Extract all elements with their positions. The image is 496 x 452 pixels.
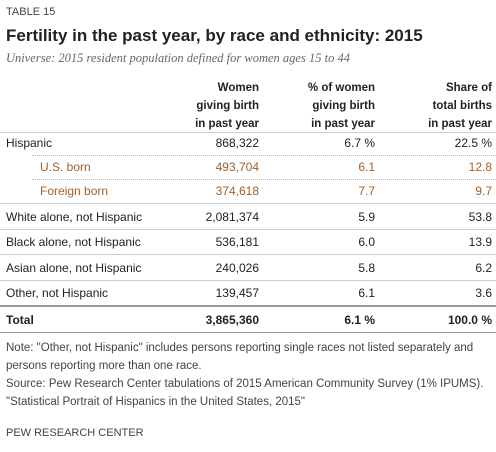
- note: Note: "Other, not Hispanic" includes per…: [6, 342, 474, 372]
- cell-value: 7.7: [358, 184, 375, 198]
- row-divider: [32, 155, 496, 156]
- org: PEW RESEARCH CENTER: [6, 427, 144, 439]
- column-header: giving birth: [196, 100, 259, 112]
- cell-value: 6.7 %: [344, 136, 375, 150]
- row-label: Foreign born: [40, 184, 109, 198]
- row-divider: [0, 332, 496, 333]
- report: "Statistical Portrait of Hispanics in th…: [6, 396, 306, 408]
- row-divider: [0, 305, 496, 307]
- cell-value: 13.9: [468, 235, 492, 249]
- cell-value: 12.8: [468, 160, 492, 174]
- header-rule: [0, 132, 496, 133]
- cell-value: 100.0 %: [447, 313, 492, 327]
- cell-value: 6.1: [358, 160, 375, 174]
- cell-value: 3.6: [475, 286, 492, 300]
- row-label: White alone, not Hispanic: [6, 210, 143, 224]
- cell-value: 240,026: [215, 261, 259, 275]
- column-header: % of women: [307, 82, 375, 94]
- column-header: total births: [432, 100, 492, 112]
- row-label: Asian alone, not Hispanic: [6, 261, 142, 275]
- row-label: Total: [6, 313, 34, 327]
- row-divider: [0, 229, 496, 230]
- cell-value: 536,181: [215, 235, 259, 249]
- table-label: TABLE 15: [6, 6, 56, 18]
- row-label: Black alone, not Hispanic: [6, 235, 141, 249]
- cell-value: 3,865,360: [205, 313, 259, 327]
- column-header: in past year: [311, 118, 375, 130]
- column-header: Women: [217, 82, 259, 94]
- column-header: giving birth: [312, 100, 375, 112]
- cell-value: 6.1 %: [344, 313, 375, 327]
- cell-value: 22.5 %: [454, 136, 492, 150]
- cell-value: 6.0: [358, 235, 375, 249]
- row-divider: [0, 254, 496, 255]
- row-divider: [0, 280, 496, 281]
- cell-value: 493,704: [215, 160, 259, 174]
- cell-value: 374,618: [215, 184, 259, 198]
- cell-value: 6.1: [358, 286, 375, 300]
- row-divider: [0, 203, 496, 204]
- row-label: U.S. born: [40, 160, 91, 174]
- cell-value: 139,457: [215, 286, 259, 300]
- row-divider: [32, 179, 496, 180]
- cell-value: 5.8: [358, 261, 375, 275]
- cell-value: 53.8: [468, 210, 492, 224]
- cell-value: 5.9: [358, 210, 375, 224]
- title: Fertility in the past year, by race and …: [6, 26, 423, 45]
- source: Source: Pew Research Center tabulations …: [6, 378, 484, 390]
- row-label: Hispanic: [6, 136, 53, 150]
- column-header: Share of: [445, 82, 492, 94]
- cell-value: 9.7: [475, 184, 492, 198]
- column-header: in past year: [428, 118, 492, 130]
- cell-value: 6.2: [475, 261, 492, 275]
- cell-value: 2,081,374: [205, 210, 259, 224]
- cell-value: 868,322: [215, 136, 259, 150]
- row-label: Other, not Hispanic: [6, 286, 109, 300]
- subtitle: Universe: 2015 resident population defin…: [6, 51, 350, 65]
- column-header: in past year: [195, 118, 259, 130]
